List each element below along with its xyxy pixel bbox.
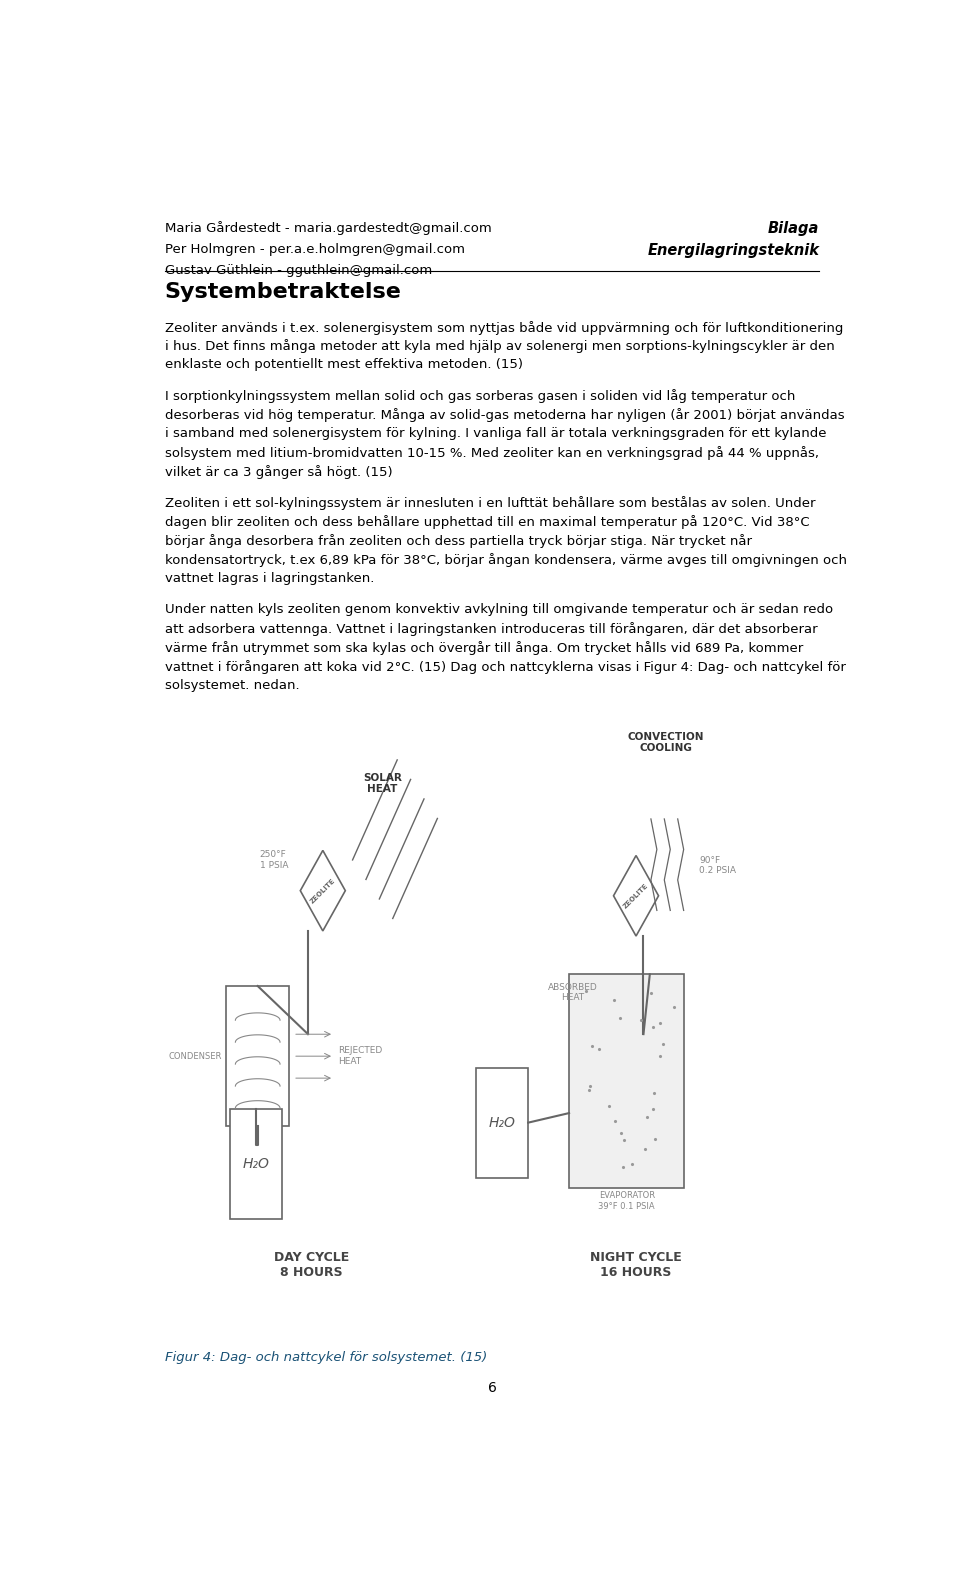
Text: Energilagringsteknik: Energilagringsteknik: [647, 242, 820, 258]
Text: Per Holmgren - per.a.e.holmgren@gmail.com: Per Holmgren - per.a.e.holmgren@gmail.co…: [165, 242, 465, 255]
Text: enklaste och potentiellt mest effektiva metoden. (15): enklaste och potentiellt mest effektiva …: [165, 358, 522, 371]
Text: EVAPORATOR
39°F 0.1 PSIA: EVAPORATOR 39°F 0.1 PSIA: [598, 1191, 655, 1210]
FancyBboxPatch shape: [227, 987, 289, 1126]
Text: Bilaga: Bilaga: [768, 220, 820, 236]
Text: vilket är ca 3 gånger så högt. (15): vilket är ca 3 gånger så högt. (15): [165, 466, 393, 478]
Text: vattnet lagras i lagringstanken.: vattnet lagras i lagringstanken.: [165, 572, 374, 584]
Text: DAY CYCLE
8 HOURS: DAY CYCLE 8 HOURS: [274, 1251, 349, 1280]
Text: dagen blir zeoliten och dess behållare upphettad till en maximal temperatur på 1: dagen blir zeoliten och dess behållare u…: [165, 515, 809, 529]
Text: desorberas vid hög temperatur. Många av solid-gas metoderna har nyligen (år 2001: desorberas vid hög temperatur. Många av …: [165, 409, 844, 423]
Text: CONVECTION
COOLING: CONVECTION COOLING: [628, 732, 704, 754]
Text: 90°F
0.2 PSIA: 90°F 0.2 PSIA: [699, 855, 736, 874]
Text: börjar ånga desorbera från zeoliten och dess partiella tryck börjar stiga. När t: börjar ånga desorbera från zeoliten och …: [165, 534, 752, 548]
Text: CONDENSER: CONDENSER: [169, 1052, 223, 1061]
Text: Systembetraktelse: Systembetraktelse: [165, 282, 401, 301]
Text: Zeoliten i ett sol-kylningssystem är innesluten i en lufttät behållare som bestå: Zeoliten i ett sol-kylningssystem är inn…: [165, 496, 815, 510]
Text: Gustav Güthlein - gguthlein@gmail.com: Gustav Güthlein - gguthlein@gmail.com: [165, 265, 432, 277]
Text: solsystemet. nedan.: solsystemet. nedan.: [165, 678, 300, 692]
Text: ABSORBED
HEAT: ABSORBED HEAT: [548, 982, 598, 1003]
Text: I sorptionkylningssystem mellan solid och gas sorberas gasen i soliden vid låg t: I sorptionkylningssystem mellan solid oc…: [165, 390, 795, 404]
Text: Under natten kyls zeoliten genom konvektiv avkylning till omgivande temperatur o: Under natten kyls zeoliten genom konvekt…: [165, 604, 832, 616]
Text: i samband med solenergisystem för kylning. I vanliga fall är totala verkningsgra: i samband med solenergisystem för kylnin…: [165, 428, 827, 440]
Text: att adsorbera vattennga. Vattnet i lagringstanken introduceras till förångaren, : att adsorbera vattennga. Vattnet i lagri…: [165, 623, 817, 635]
Text: 250°F
1 PSIA: 250°F 1 PSIA: [259, 851, 288, 870]
Text: värme från utrymmet som ska kylas och övergår till ånga. Om trycket hålls vid 68: värme från utrymmet som ska kylas och öv…: [165, 642, 803, 654]
Text: i hus. Det finns många metoder att kyla med hjälp av solenergi men sorptions-kyl: i hus. Det finns många metoder att kyla …: [165, 339, 834, 353]
Text: solsystem med litium-bromidvatten 10-15 %. Med zeoliter kan en verkningsgrad på : solsystem med litium-bromidvatten 10-15 …: [165, 447, 819, 461]
Text: H₂O: H₂O: [243, 1156, 270, 1171]
Text: ZEOLITE: ZEOLITE: [622, 882, 650, 909]
Text: Figur 4: Dag- och nattcykel för solsystemet. (15): Figur 4: Dag- och nattcykel för solsyste…: [165, 1351, 487, 1364]
Text: Maria Gårdestedt - maria.gardestedt@gmail.com: Maria Gårdestedt - maria.gardestedt@gmai…: [165, 220, 492, 234]
FancyBboxPatch shape: [569, 974, 684, 1188]
Text: vattnet i förångaren att koka vid 2°C. (15) Dag och nattcyklerna visas i Figur 4: vattnet i förångaren att koka vid 2°C. (…: [165, 659, 846, 673]
Text: H₂O: H₂O: [489, 1115, 516, 1129]
Text: REJECTED
HEAT: REJECTED HEAT: [338, 1047, 382, 1066]
Text: Zeoliter används i t.ex. solenergisystem som nyttjas både vid uppvärmning och fö: Zeoliter används i t.ex. solenergisystem…: [165, 320, 843, 334]
FancyBboxPatch shape: [229, 1109, 282, 1218]
Text: SOLAR
HEAT: SOLAR HEAT: [363, 773, 402, 795]
FancyBboxPatch shape: [476, 1068, 528, 1177]
Text: kondensatortryck, t.ex 6,89 kPa för 38°C, börjar ångan kondensera, värme avges t: kondensatortryck, t.ex 6,89 kPa för 38°C…: [165, 553, 847, 567]
Text: NIGHT CYCLE
16 HOURS: NIGHT CYCLE 16 HOURS: [590, 1251, 682, 1280]
Text: 6: 6: [488, 1381, 496, 1396]
Text: ZEOLITE: ZEOLITE: [309, 878, 336, 904]
